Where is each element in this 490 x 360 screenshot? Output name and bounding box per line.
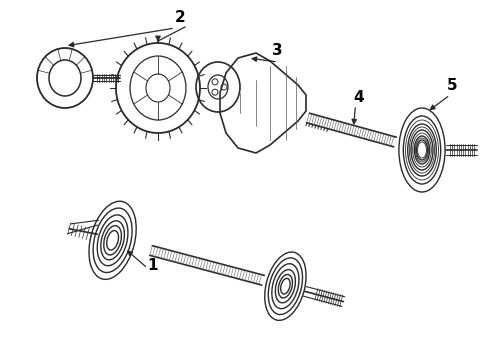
Text: 4: 4	[353, 90, 364, 105]
Text: 5: 5	[447, 78, 458, 93]
Text: 1: 1	[147, 258, 158, 273]
Text: 3: 3	[272, 43, 283, 58]
Text: 2: 2	[175, 10, 186, 25]
